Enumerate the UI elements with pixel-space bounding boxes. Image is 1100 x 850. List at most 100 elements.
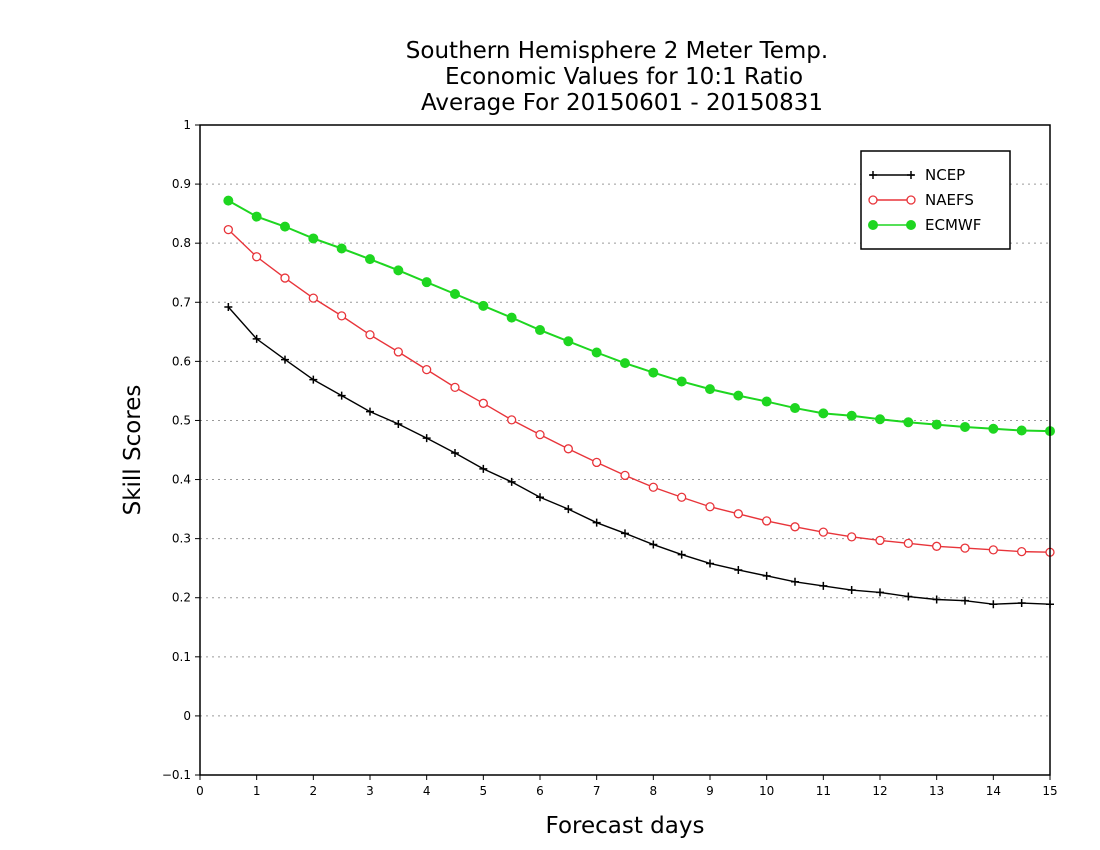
data-point (960, 543, 970, 553)
data-point (421, 277, 432, 288)
x-axis-label: Forecast days (546, 813, 705, 839)
y-tick-label: 0.8 (172, 236, 191, 250)
data-point (904, 592, 913, 601)
y-tick-label: 1 (183, 118, 191, 132)
data-point (846, 410, 857, 421)
data-point (621, 529, 629, 538)
plot-frame (199, 124, 1051, 776)
data-point (1017, 546, 1027, 557)
data-point (365, 254, 375, 265)
data-point (450, 289, 460, 299)
legend-item: NAEFS (868, 191, 974, 209)
data-point (451, 448, 459, 457)
data-point (734, 565, 743, 574)
data-point (337, 311, 347, 321)
data-point (762, 516, 772, 526)
axis-ticks: −0.100.10.20.30.40.50.60.70.80.910 1 2 3 4 5 6… (162, 118, 1058, 798)
series-ecmwf (223, 195, 1055, 437)
series-ncep (224, 303, 1054, 609)
data-point (280, 273, 290, 283)
x-tick-label: 2 (310, 784, 318, 798)
data-point (592, 518, 601, 527)
data-point (648, 482, 658, 492)
legend-label: NAEFS (925, 191, 974, 209)
data-point (819, 581, 828, 590)
legend-item: ECMWF (868, 216, 981, 234)
data-point (478, 300, 489, 311)
data-point (564, 505, 573, 514)
chart-title: Southern Hemisphere 2 Meter Temp. Econom… (406, 38, 828, 116)
x-tick-label: 6 (536, 784, 544, 798)
series-line (227, 229, 1051, 553)
data-point (536, 493, 544, 502)
data-point (733, 390, 744, 401)
data-point (790, 403, 800, 414)
data-point (932, 595, 941, 604)
data-point (281, 355, 289, 364)
legend-label: NCEP (925, 166, 965, 184)
y-tick-label: 0.3 (172, 532, 191, 546)
data-point (450, 382, 460, 393)
x-tick-label: 5 (480, 784, 488, 798)
data-point (988, 545, 998, 555)
legend: NCEP NAEFS ECMWF (860, 150, 1011, 250)
data-point (479, 464, 488, 473)
data-point (847, 586, 856, 595)
title-line-2: Economic Values for 10:1 Ratio (445, 64, 803, 90)
data-point (988, 423, 999, 434)
data-point (761, 396, 772, 407)
x-tick-label: 11 (816, 784, 831, 798)
data-point (393, 347, 403, 357)
y-tick-label: 0.5 (172, 413, 191, 427)
series-line (227, 306, 1051, 605)
data-point (875, 535, 885, 546)
legend-marker (906, 220, 916, 230)
data-point (961, 596, 969, 605)
legend-marker (906, 195, 916, 205)
x-tick-label: 3 (366, 784, 374, 798)
x-tick-label: 12 (872, 784, 887, 798)
data-point (791, 577, 799, 586)
data-point (223, 224, 233, 235)
data-point (790, 522, 800, 532)
grid-lines (200, 183, 1050, 717)
x-tick-label: 9 (706, 784, 714, 798)
data-point (818, 408, 829, 419)
x-tick-label: 0 (196, 784, 204, 798)
data-point (252, 334, 261, 343)
data-point (818, 527, 828, 537)
data-point (705, 502, 715, 512)
data-point (591, 347, 602, 358)
data-point (563, 444, 573, 454)
data-point (308, 293, 318, 303)
data-point (224, 303, 233, 311)
legend-marker (868, 220, 878, 230)
data-point (223, 195, 234, 206)
data-point (931, 419, 942, 430)
x-tick-label: 14 (986, 784, 1001, 798)
x-tick-label: 1 (253, 784, 261, 798)
data-point (676, 376, 687, 387)
legend-marker (907, 171, 915, 179)
data-point (705, 384, 715, 395)
data-point (251, 211, 262, 222)
data-point (876, 588, 884, 597)
data-point (309, 375, 318, 384)
series-layer (223, 195, 1055, 609)
legend-marker (868, 195, 878, 205)
data-point (535, 429, 545, 440)
data-point (280, 221, 290, 232)
data-point (677, 550, 686, 559)
data-point (989, 600, 998, 609)
x-tick-label: 10 (759, 784, 774, 798)
y-tick-label: 0.1 (172, 650, 191, 664)
y-tick-label: 0 (183, 709, 191, 723)
data-point (478, 398, 488, 408)
series-naefs (223, 224, 1055, 557)
data-point (875, 414, 885, 425)
y-tick-label: 0.7 (172, 295, 191, 309)
data-point (507, 477, 516, 486)
data-point (677, 492, 687, 502)
data-point (960, 421, 970, 432)
